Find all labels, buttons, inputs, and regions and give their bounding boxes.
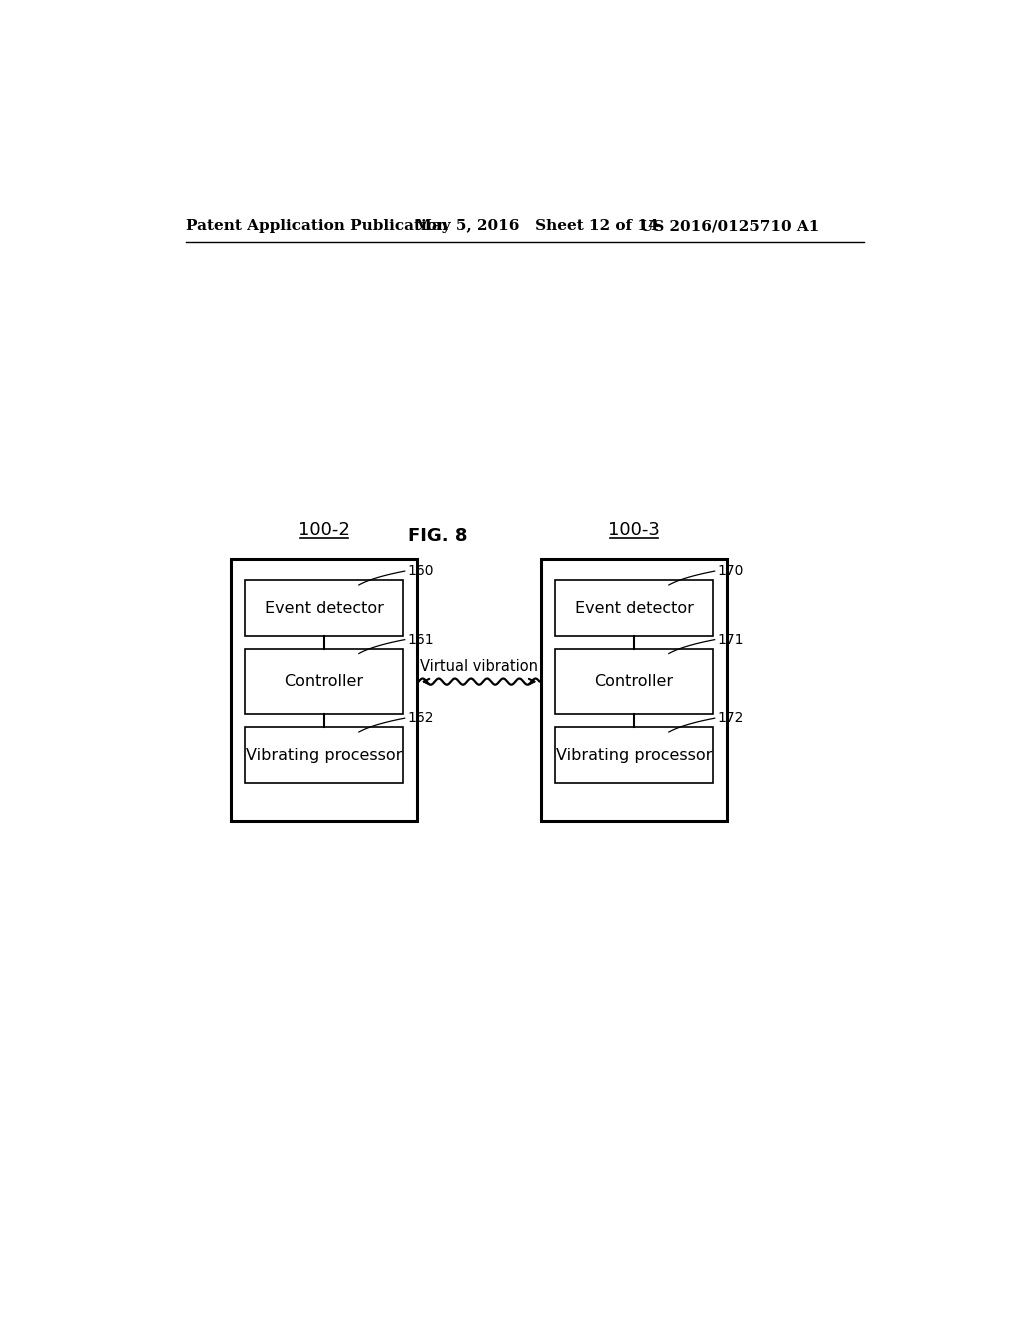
Text: 160: 160 [408,564,434,578]
Text: Controller: Controller [595,675,674,689]
Text: Virtual vibration: Virtual vibration [420,659,538,673]
Bar [555,649,713,714]
Text: May 5, 2016   Sheet 12 of 14: May 5, 2016 Sheet 12 of 14 [415,219,658,234]
Text: FIG. 8: FIG. 8 [409,527,468,545]
Text: 172: 172 [718,711,744,725]
Bar [555,727,713,783]
Text: 162: 162 [408,711,434,725]
Text: 171: 171 [718,632,744,647]
Text: Vibrating processor: Vibrating processor [556,747,713,763]
Bar [555,581,713,636]
Bar [245,649,403,714]
Text: Patent Application Publication: Patent Application Publication [186,219,449,234]
Text: 170: 170 [718,564,744,578]
Bar [541,558,727,821]
Bar [245,727,403,783]
Bar [231,558,417,821]
Text: US 2016/0125710 A1: US 2016/0125710 A1 [640,219,819,234]
Text: Controller: Controller [285,675,364,689]
Bar [245,581,403,636]
Text: Vibrating processor: Vibrating processor [246,747,402,763]
Text: 161: 161 [408,632,434,647]
Text: 100-3: 100-3 [608,520,660,539]
Text: Event detector: Event detector [264,601,384,615]
Text: 100-2: 100-2 [298,520,350,539]
Text: Event detector: Event detector [574,601,693,615]
